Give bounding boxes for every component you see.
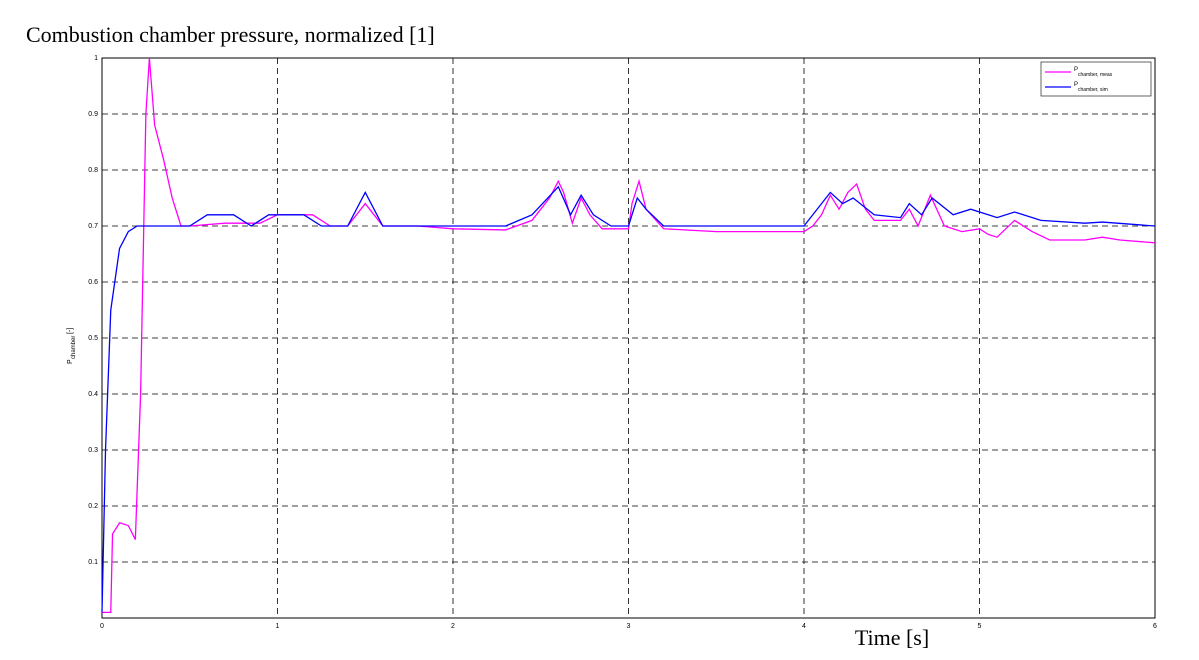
x-tick-label: 1 bbox=[276, 623, 280, 630]
y-tick-label: 0.7 bbox=[88, 223, 98, 230]
y-tick-label: 0.8 bbox=[88, 167, 98, 174]
data-line bbox=[101, 185, 1156, 613]
y-tick-label: 0.4 bbox=[88, 391, 98, 398]
legend-label: P bbox=[1074, 82, 1078, 88]
y-label-main: P bbox=[67, 359, 74, 364]
x-axis-label: Time [s] bbox=[855, 625, 929, 650]
y-tick-label: 0.6 bbox=[88, 279, 98, 286]
legend-label-sub: chamber, meas bbox=[1078, 72, 1113, 78]
y-tick-label: 0.1 bbox=[88, 559, 98, 566]
x-tick-label: 5 bbox=[978, 623, 982, 630]
y-tick-label: 0.5 bbox=[88, 335, 98, 342]
legend-label-sub: chamber, sim bbox=[1078, 87, 1108, 93]
y-tick-label: 0.2 bbox=[88, 503, 98, 510]
legend-box bbox=[1040, 61, 1152, 97]
x-tick-label: 0 bbox=[100, 623, 104, 630]
chart-title: Combustion chamber pressure, normalized … bbox=[26, 22, 435, 47]
y-tick-label: 1 bbox=[94, 55, 98, 62]
x-tick-label: 2 bbox=[451, 623, 455, 630]
x-tick-label: 6 bbox=[1153, 623, 1157, 630]
y-label-sub: chamber bbox=[71, 336, 77, 359]
x-tick-label: 4 bbox=[802, 623, 806, 630]
y-tick-label: 0.9 bbox=[88, 111, 98, 118]
y-tick-label: 0.3 bbox=[88, 447, 98, 454]
y-label-unit: [-] bbox=[67, 328, 74, 334]
x-tick-label: 3 bbox=[627, 623, 631, 630]
data-line bbox=[102, 57, 1156, 614]
legend-label: P bbox=[1074, 67, 1078, 73]
y-axis-label: P chamber [-] bbox=[67, 328, 77, 364]
